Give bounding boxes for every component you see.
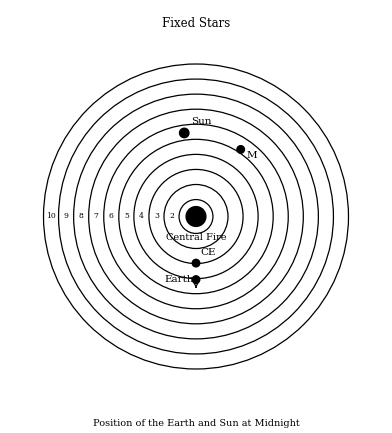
Circle shape xyxy=(180,128,189,138)
Text: Central Fire: Central Fire xyxy=(166,233,226,242)
Text: 1: 1 xyxy=(185,213,190,220)
Circle shape xyxy=(237,145,245,153)
Text: Fixed Stars: Fixed Stars xyxy=(162,17,230,30)
Text: Earth: Earth xyxy=(164,275,194,284)
Text: 3: 3 xyxy=(154,213,159,220)
Text: CE: CE xyxy=(201,248,216,256)
Circle shape xyxy=(192,276,200,283)
Text: 7: 7 xyxy=(94,213,99,220)
Text: Sun: Sun xyxy=(191,117,212,126)
Text: 2: 2 xyxy=(169,213,174,220)
Circle shape xyxy=(192,259,200,267)
Text: 4: 4 xyxy=(139,213,144,220)
Text: 10: 10 xyxy=(46,213,56,220)
Text: Position of the Earth and Sun at Midnight: Position of the Earth and Sun at Midnigh… xyxy=(93,419,299,428)
Text: 5: 5 xyxy=(124,213,129,220)
Circle shape xyxy=(186,207,206,226)
Text: 8: 8 xyxy=(79,213,83,220)
Text: 9: 9 xyxy=(64,213,69,220)
Text: 6: 6 xyxy=(109,213,114,220)
Text: M: M xyxy=(247,151,257,160)
